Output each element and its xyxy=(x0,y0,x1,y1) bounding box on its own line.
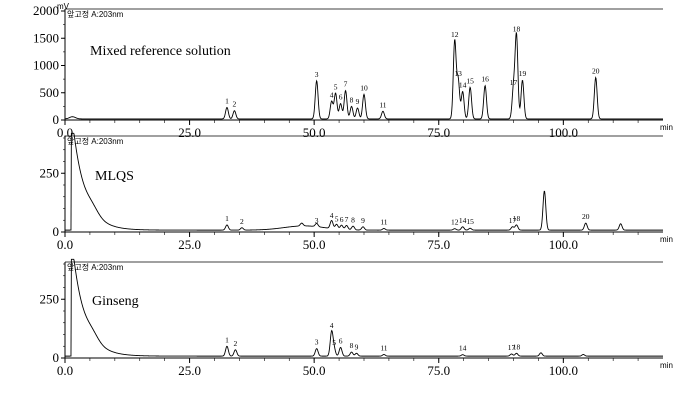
x-tick-label: 75.0 xyxy=(427,237,450,252)
x-tick-label: 25.0 xyxy=(178,363,201,378)
peak-label: 2 xyxy=(233,100,237,109)
y-tick-label: 0 xyxy=(53,350,60,365)
peak-label: 17 xyxy=(510,78,518,87)
peak-label: 1 xyxy=(225,96,229,105)
y-tick-label: 0 xyxy=(53,112,60,127)
peak-label: 8 xyxy=(350,95,354,104)
peak-label: 6 xyxy=(339,336,343,345)
peak-label: 4 xyxy=(330,211,334,220)
peak-label: 18 xyxy=(513,342,521,351)
x-tick-label: 100.0 xyxy=(549,237,578,252)
peak-label: 20 xyxy=(582,212,590,221)
x-tick-label: 100.0 xyxy=(549,363,578,378)
peak-label: 16 xyxy=(481,75,489,84)
peak-label: 5 xyxy=(335,214,339,223)
peak-label: 5 xyxy=(332,338,336,347)
peak-label: 4 xyxy=(330,321,334,330)
y-tick-label: 250 xyxy=(40,165,60,180)
x-unit-label: min xyxy=(660,361,673,370)
peak-label: 9 xyxy=(356,97,360,106)
peak-label: 19 xyxy=(519,69,527,78)
y-unit-label: mV xyxy=(57,2,70,11)
x-tick-label: 0.0 xyxy=(57,363,73,378)
detector-header: 앞고정 A:203nm xyxy=(67,136,124,146)
peak-label: 18 xyxy=(513,214,521,223)
detector-header: 앞고정 A:203nm xyxy=(67,262,124,272)
peak-label: 11 xyxy=(380,343,387,352)
chromatogram-trace xyxy=(65,132,663,231)
peak-label: 13 xyxy=(454,69,462,78)
panel-title: Ginseng xyxy=(92,294,139,309)
panel-title: Mixed reference solution xyxy=(90,44,231,59)
y-tick-label: 500 xyxy=(40,85,60,100)
peak-label: 14 xyxy=(459,344,467,353)
peak-label: 12 xyxy=(451,218,459,227)
peak-label: 5 xyxy=(334,82,338,91)
peak-label: 1 xyxy=(225,335,229,344)
x-tick-label: 25.0 xyxy=(178,237,201,252)
x-tick-label: 75.0 xyxy=(427,125,450,140)
chromatogram-trace xyxy=(65,258,663,357)
y-tick-label: 2000 xyxy=(33,3,59,18)
peak-label: 2 xyxy=(240,217,244,226)
peak-label: 14 xyxy=(459,81,467,90)
y-tick-label: 0 xyxy=(53,224,60,239)
x-tick-label: 50.0 xyxy=(303,125,326,140)
peak-label: 18 xyxy=(513,25,521,34)
x-unit-label: min xyxy=(660,123,673,132)
peak-label: 6 xyxy=(339,93,343,102)
peak-label: 1 xyxy=(225,214,229,223)
chromatogram-trace xyxy=(64,32,663,120)
y-tick-label: 1500 xyxy=(33,30,59,45)
peak-label: 17 xyxy=(509,216,517,225)
x-tick-label: 25.0 xyxy=(178,125,201,140)
peak-label: 10 xyxy=(360,83,368,92)
y-tick-label: 250 xyxy=(40,291,60,306)
panel-title: MLQS xyxy=(95,169,134,184)
peak-label: 9 xyxy=(355,342,359,351)
peak-label: 9 xyxy=(361,216,365,225)
y-tick-label: 1000 xyxy=(33,58,59,73)
x-unit-label: min xyxy=(660,235,673,244)
x-tick-label: 50.0 xyxy=(303,363,326,378)
x-tick-label: 100.0 xyxy=(549,125,578,140)
x-tick-label: 0.0 xyxy=(57,237,73,252)
peak-label: 3 xyxy=(315,338,319,347)
peak-label: 4 xyxy=(330,90,334,99)
x-tick-label: 75.0 xyxy=(427,363,450,378)
peak-label: 6 xyxy=(340,215,344,224)
detector-header: 앞고정 A:203nm xyxy=(67,9,124,19)
x-tick-label: 50.0 xyxy=(303,237,326,252)
peak-label: 7 xyxy=(345,215,349,224)
peak-label: 17 xyxy=(508,343,516,352)
peak-label: 14 xyxy=(459,216,467,225)
peak-label: 7 xyxy=(344,80,348,89)
peak-label: 8 xyxy=(351,215,355,224)
peak-label: 8 xyxy=(350,341,354,350)
peak-label: 20 xyxy=(592,66,600,75)
peak-label: 11 xyxy=(379,100,386,109)
peak-label: 2 xyxy=(234,339,238,348)
peak-label: 12 xyxy=(451,30,459,39)
peak-label: 15 xyxy=(466,76,474,85)
peak-label: 11 xyxy=(380,217,387,226)
peak-label: 15 xyxy=(466,217,474,226)
peak-label: 3 xyxy=(315,70,319,79)
peak-label: 3 xyxy=(315,216,319,225)
